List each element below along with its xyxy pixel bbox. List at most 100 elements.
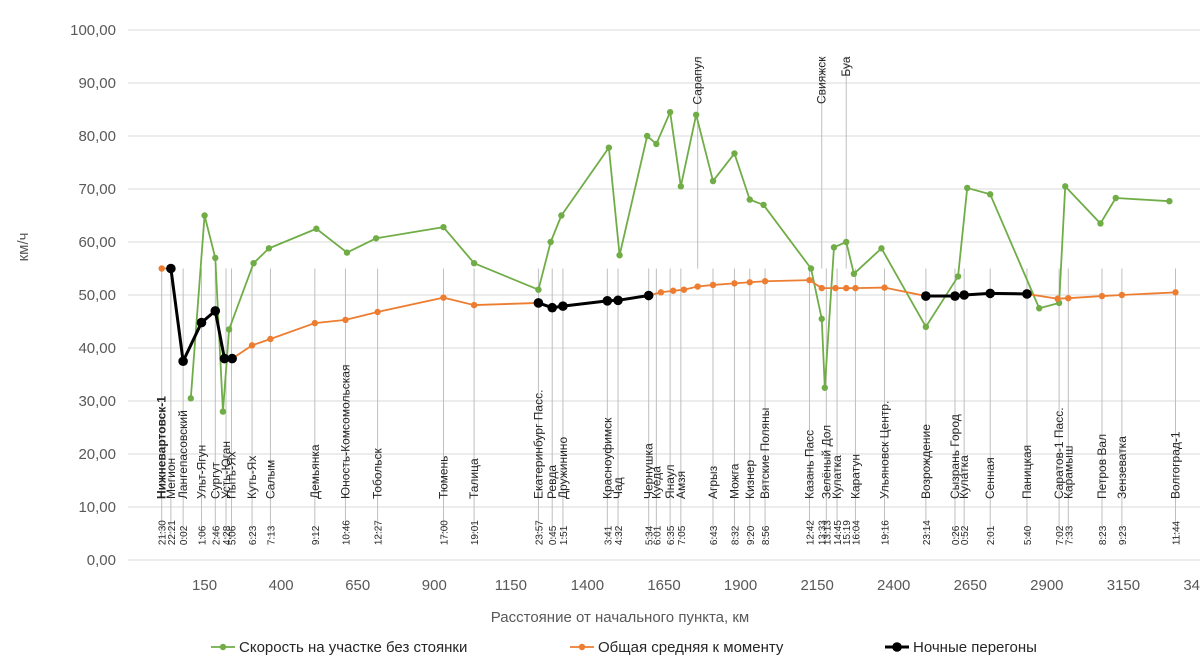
average-speed-point	[680, 286, 688, 293]
x-tick-label: 3150	[1107, 577, 1140, 594]
average-speed-point	[342, 316, 349, 324]
night-run-point	[950, 291, 960, 301]
station-time: 0:26	[951, 525, 962, 545]
average-speed-point	[881, 284, 888, 291]
station-name: Дружинино	[556, 437, 570, 499]
station-time: 5:06	[228, 525, 239, 545]
average-speed-point	[311, 319, 319, 327]
x-axis-title: Расстояние от начального пункта, км	[491, 609, 749, 626]
night-run-point	[166, 263, 176, 274]
station-time: 9:12	[311, 525, 322, 545]
x-tick-label: 1900	[724, 577, 757, 594]
y-tick-label: 70,00	[78, 181, 116, 198]
y-axis-title: км/ч	[15, 233, 32, 262]
night-run-point	[959, 290, 969, 300]
segment-speed-point	[265, 245, 273, 252]
station-time: 3:41	[603, 525, 614, 545]
station-name: Карамыш	[1061, 446, 1075, 500]
segment-speed-point	[440, 223, 447, 231]
y-tick-label: 40,00	[78, 340, 116, 357]
station-time: 9:23	[1118, 525, 1129, 545]
station-name: Екатеринбург Пасс.	[531, 390, 545, 499]
average-speed-point	[806, 276, 813, 284]
station-time: 21:30	[158, 520, 169, 545]
station-time: 0:52	[960, 525, 971, 545]
station-name: Можга	[727, 463, 741, 499]
station-name: Ульяновск Центр.	[878, 401, 892, 499]
station-time: 0:02	[179, 525, 190, 545]
x-tick-label: 2400	[877, 577, 910, 594]
station-time: 8:23	[1098, 525, 1109, 545]
station-time: 2:01	[986, 525, 997, 545]
average-speed-point	[374, 308, 381, 316]
station-time: 13:13	[822, 520, 833, 545]
y-tick-label: 20,00	[78, 446, 116, 463]
x-tick-label: 1400	[571, 577, 604, 594]
station-time: 6:43	[709, 525, 720, 545]
legend-label-night-run: Ночные перегоны	[913, 639, 1037, 656]
segment-speed-point	[643, 132, 651, 140]
average-speed-point	[852, 284, 859, 292]
station-name: Куеда	[649, 466, 663, 499]
station-time: 7:02	[1055, 525, 1066, 545]
segment-speed-point	[964, 184, 971, 192]
station-name: Казань Пасс	[802, 430, 816, 499]
station-name: Сарапул	[691, 57, 705, 105]
segment-speed-point	[666, 108, 674, 116]
segment-speed-point	[343, 249, 351, 256]
station-name: Чад	[611, 477, 625, 499]
legend-marker-segment-speed	[219, 643, 227, 651]
station-name: Возрождение	[919, 424, 933, 499]
average-speed-point	[440, 294, 447, 301]
y-tick-label: 10,00	[78, 499, 116, 516]
average-speed-point	[1118, 291, 1126, 299]
night-run-point	[613, 295, 623, 306]
station-name: Нижневартовск-1	[155, 396, 169, 499]
segment-speed-point	[1062, 183, 1069, 190]
segment-speed-point	[760, 201, 767, 209]
segment-speed-point	[922, 323, 930, 330]
station-time: 4:28	[222, 525, 233, 545]
segment-speed-point	[470, 260, 478, 267]
average-speed-point	[1098, 292, 1106, 300]
station-time: 23:57	[534, 520, 545, 545]
segment-speed-point	[830, 244, 838, 251]
station-time: 1:51	[559, 525, 570, 545]
segment-speed-point	[313, 225, 320, 232]
segment-speed-point	[709, 177, 717, 185]
x-tick-label: 2150	[800, 577, 833, 594]
station-guides	[161, 56, 1176, 539]
station-time: 23:14	[922, 520, 933, 545]
station-name: Свияжск	[815, 56, 829, 104]
average-speed-point	[731, 280, 738, 287]
station-name: Сызрань Город	[948, 414, 962, 499]
station-name: Демьянка	[308, 444, 322, 499]
station-time: 8:32	[730, 525, 741, 545]
station-name: Кизнер	[743, 460, 757, 499]
x-tick-label: 900	[422, 577, 447, 594]
station-name: Зелёный Дол	[819, 425, 833, 499]
station-time: 12:42	[805, 520, 816, 545]
average-speed-point	[843, 284, 850, 292]
average-speed-line	[161, 267, 1176, 363]
night-run-point	[558, 301, 568, 311]
y-tick-label: 80,00	[78, 128, 116, 145]
station-time: 8:56	[761, 525, 772, 545]
station-time: 0:45	[548, 525, 559, 545]
average-speed-point	[818, 284, 825, 292]
x-tick-label: 2650	[954, 577, 987, 594]
x-tick-label: 400	[269, 577, 294, 594]
station-name: Паницкая	[1020, 445, 1034, 499]
station-time: 11:44	[1171, 520, 1182, 545]
station-name: Петров Вал	[1095, 434, 1109, 499]
night-run-point	[227, 353, 237, 364]
average-speed-point	[709, 281, 717, 289]
segment-speed-point	[547, 238, 554, 246]
average-speed-point	[1054, 295, 1061, 302]
station-name: Сургут	[208, 461, 222, 499]
segment-speed-point	[1166, 197, 1173, 205]
station-name: Талица	[467, 458, 481, 499]
segment-speed-point	[731, 150, 738, 157]
x-tick-label: 1650	[647, 577, 680, 594]
